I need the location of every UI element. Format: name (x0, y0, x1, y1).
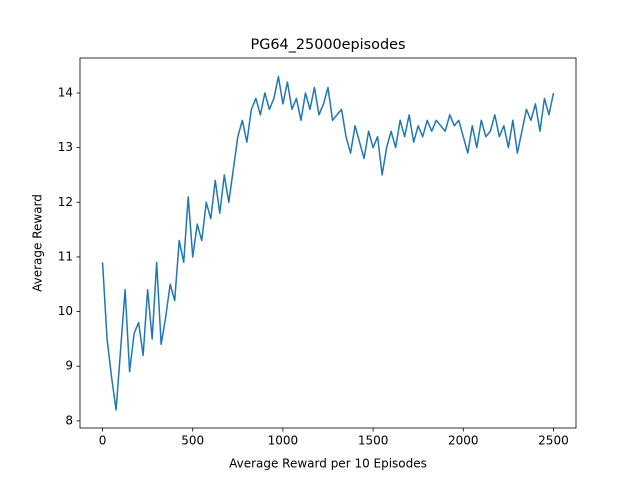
x-tick-label: 0 (99, 434, 107, 448)
x-tick-label: 1500 (358, 434, 389, 448)
line-series (101, 75, 555, 411)
y-tick-label: 11 (58, 249, 73, 263)
y-tick-label: 12 (58, 195, 73, 209)
y-tick-label: 14 (58, 85, 73, 99)
y-tick-label: 9 (65, 359, 73, 373)
chart-title: PG64_25000episodes (251, 37, 406, 53)
y-tick-label: 10 (58, 304, 73, 318)
x-axis-label: Average Reward per 10 Episodes (229, 457, 427, 471)
x-tick-label: 2000 (448, 434, 479, 448)
y-tick-label: 13 (58, 140, 73, 154)
x-tick-label: 1000 (268, 434, 299, 448)
y-axis-label: Average Reward (31, 194, 45, 292)
y-tick-label: 8 (65, 413, 73, 427)
x-tick-label: 500 (181, 434, 204, 448)
x-tick-label: 2500 (538, 434, 569, 448)
plot-frame (79, 57, 577, 429)
